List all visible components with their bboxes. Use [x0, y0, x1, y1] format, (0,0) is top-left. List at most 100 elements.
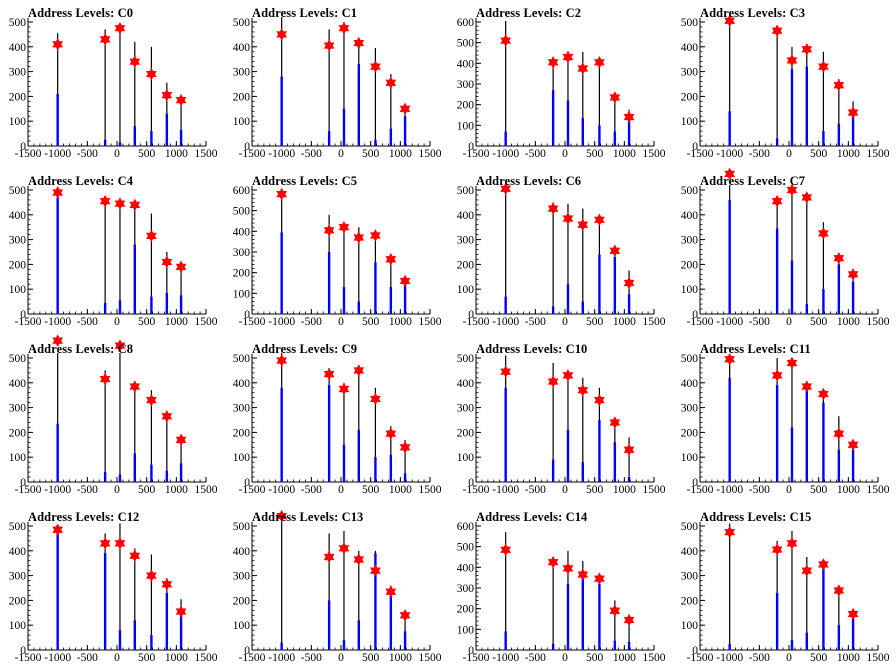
star-marker	[801, 191, 813, 204]
x-tick-label: -1500	[15, 148, 42, 160]
blue-bar	[280, 642, 283, 650]
star-marker	[801, 564, 813, 577]
chart-svg: 0 100 200 300 400 500 -1500 -1000 -500 0 500 1000 15…	[457, 182, 666, 328]
chart-panel: 0 100 200 300 400 500 -1500 -1000 -500 0 500 1000 15…	[672, 504, 896, 672]
y-tick-label: 500	[233, 206, 251, 218]
x-tick-label: -1500	[239, 316, 266, 328]
blue-bar	[133, 244, 136, 314]
blue-bar	[150, 635, 153, 650]
star-marker	[562, 50, 574, 64]
y-tick-label: 400	[233, 226, 251, 238]
y-tick-label: 400	[233, 378, 251, 390]
star-marker	[771, 24, 783, 37]
blue-bar	[374, 553, 377, 650]
x-tick-label: 0	[562, 316, 568, 328]
blue-bar	[327, 385, 331, 482]
x-tick-label: 1000	[389, 148, 412, 160]
blue-bar	[56, 423, 59, 482]
blue-bar	[280, 387, 283, 482]
x-tick-label: 500	[138, 148, 156, 160]
y-tick-label: 500	[681, 353, 699, 365]
blue-bar	[728, 199, 731, 314]
y-tick-label: 300	[681, 235, 699, 247]
x-tick-label: 1000	[389, 316, 412, 328]
x-tick-label: -1500	[687, 652, 714, 664]
star-marker	[623, 110, 635, 124]
star-marker	[129, 198, 141, 212]
y-tick-label: 400	[9, 546, 27, 558]
star-marker	[99, 537, 111, 550]
x-tick-label: -1000	[716, 484, 743, 496]
blue-bar	[403, 473, 407, 482]
y-tick-label: 400	[9, 378, 27, 390]
black-bar	[166, 252, 168, 314]
y-tick-label: 200	[681, 595, 699, 607]
blue-bar	[822, 402, 825, 482]
star-marker	[175, 605, 187, 618]
black-bar	[567, 370, 569, 482]
y-tick-label: 100	[9, 116, 27, 128]
black-bar	[404, 610, 406, 650]
x-tick-label: -1500	[687, 484, 714, 496]
blue-bar	[805, 66, 808, 146]
y-tick-label: 400	[457, 210, 475, 222]
x-tick-label: 500	[362, 316, 380, 328]
blue-bar	[837, 264, 841, 314]
blue-bar	[822, 289, 825, 314]
star-marker	[353, 36, 365, 50]
x-tick-label: -500	[301, 484, 322, 496]
x-tick-label: 0	[562, 652, 568, 664]
y-tick-label: 0	[244, 309, 250, 321]
y-tick-label: 100	[681, 116, 699, 128]
blue-bar	[150, 131, 153, 146]
black-bar	[57, 33, 59, 146]
black-bar	[614, 600, 616, 650]
star-marker	[370, 229, 381, 242]
black-bar	[358, 550, 360, 650]
x-tick-label: 500	[810, 316, 828, 328]
star-marker	[786, 356, 798, 370]
blue-bar	[851, 617, 855, 650]
chart-svg: 0 100 200 300 400 500 -1500 -1000 -500 0 500 1000 15…	[9, 521, 218, 664]
star-marker	[323, 550, 335, 564]
star-marker	[771, 194, 783, 208]
chart-panel: 0 100 200 300 400 500 -1500 -1000 -500 0 500 1000 15…	[672, 0, 896, 168]
star-marker	[399, 441, 411, 454]
black-bar	[806, 557, 808, 650]
y-tick-label: 300	[233, 247, 251, 259]
chart-svg: 0 100 200 300 400 500 600 -1500 -1000 -500 0 500 100…	[233, 185, 442, 328]
y-tick-label: 500	[457, 353, 475, 365]
panel-title: Address Levels: C14	[476, 510, 588, 524]
black-bar	[150, 46, 153, 146]
blue-bar	[851, 112, 855, 146]
x-tick-label: -500	[749, 484, 770, 496]
y-tick-label: 600	[457, 521, 475, 533]
star-marker	[594, 572, 605, 585]
blue-bar	[103, 302, 107, 314]
black-bar	[343, 530, 345, 650]
star-marker	[323, 224, 335, 237]
black-bar	[552, 557, 554, 650]
chart-panel: 0 100 200 300 400 500 -1500 -1000 -500 0 500 1000 15…	[448, 336, 672, 504]
panel-title: Address Levels: C12	[28, 510, 140, 524]
chart-panel: 0 100 200 300 400 500 600 -1500 -1000 -500 0 500 100…	[448, 504, 672, 672]
y-tick-label: 200	[681, 259, 699, 271]
y-tick-label: 200	[457, 427, 475, 439]
x-tick-label: -1000	[44, 316, 71, 328]
star-marker	[175, 260, 187, 274]
x-tick-label: 1500	[867, 484, 890, 496]
chart-svg: 0 100 200 300 400 500 -1500 -1000 -500 0 500 1000 15…	[233, 353, 442, 496]
blue-bar	[581, 462, 584, 482]
x-tick-label: 1500	[195, 316, 218, 328]
y-tick-label: 200	[233, 91, 251, 103]
x-tick-label: -1500	[463, 316, 490, 328]
x-tick-label: 1000	[613, 316, 636, 328]
panel-title: Address Levels: C1	[252, 6, 358, 20]
blue-bar	[118, 142, 122, 146]
blue-bar	[551, 643, 555, 650]
blue-bar	[165, 292, 169, 314]
y-tick-label: 100	[681, 452, 699, 464]
x-tick-label: 0	[562, 148, 568, 160]
y-tick-label: 0	[20, 309, 26, 321]
star-marker	[833, 251, 845, 265]
